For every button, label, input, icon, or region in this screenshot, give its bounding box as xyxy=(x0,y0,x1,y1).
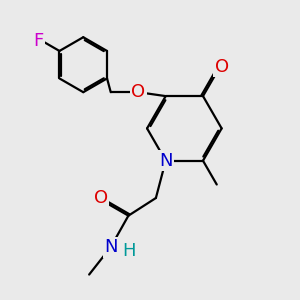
Text: N: N xyxy=(104,238,118,256)
Text: F: F xyxy=(33,32,44,50)
Text: O: O xyxy=(214,58,229,76)
Text: O: O xyxy=(94,189,108,207)
Text: O: O xyxy=(131,83,145,101)
Text: N: N xyxy=(159,152,172,170)
Text: H: H xyxy=(122,242,136,260)
